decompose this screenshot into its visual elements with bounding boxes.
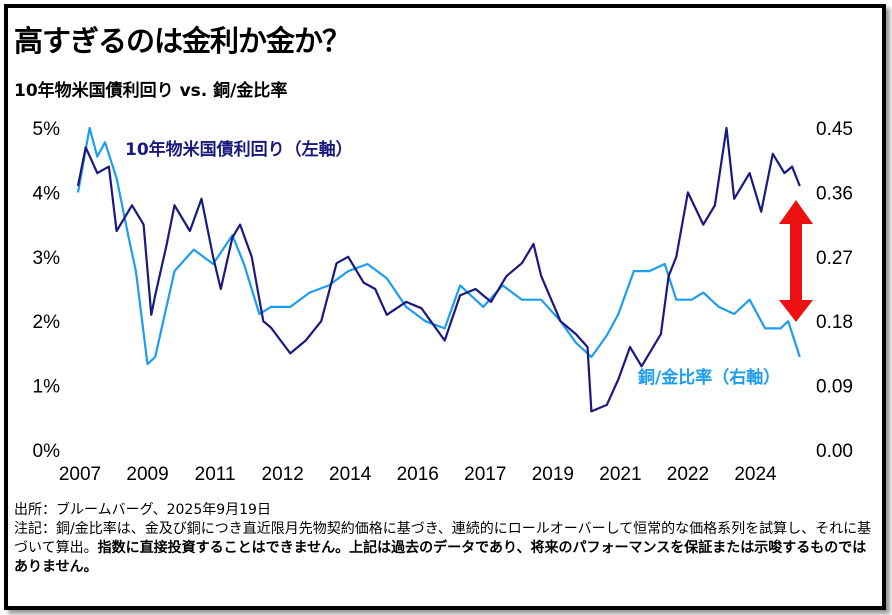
x-tick-label: 2012: [262, 464, 304, 485]
y-left-tick-label: 3%: [33, 248, 61, 269]
y-right-tick-label: 0.00: [816, 441, 853, 462]
x-tick-label: 2017: [464, 464, 506, 485]
red-double-arrow-icon: [779, 200, 813, 322]
annotation-ratio-label: 銅/金比率（右軸）: [638, 367, 780, 388]
x-tick-label: 2009: [126, 464, 168, 485]
y-left-tick-label: 2%: [33, 312, 61, 333]
x-tick-label: 2007: [59, 464, 101, 485]
yield-series-line: [76, 126, 801, 413]
source-note: 出所：ブルームバーグ、2025年9月19日: [14, 502, 271, 518]
chart-subtitle: 10年物米国債利回り vs. 銅/金比率: [14, 81, 288, 101]
footnotes: 出所：ブルームバーグ、2025年9月19日 注記：銅/金比率は、金及び銅につき直…: [14, 501, 874, 577]
x-tick-label: 2019: [532, 464, 574, 485]
y-left-tick-label: 5%: [33, 119, 61, 140]
page-title: 高すぎるのは金利か金か？: [14, 24, 351, 58]
y-right-tick-label: 0.36: [816, 183, 853, 204]
y-right-tick-label: 0.18: [816, 312, 853, 333]
x-tick-label: 2011: [195, 464, 236, 485]
y-left-tick-label: 4%: [33, 183, 61, 204]
x-tick-label: 2016: [397, 464, 439, 485]
y-right-tick-label: 0.09: [816, 377, 853, 398]
x-tick-label: 2014: [329, 464, 372, 485]
y-right-tick-label: 0.45: [816, 119, 853, 140]
y-right-tick-label: 0.27: [816, 248, 853, 269]
y-left-tick-label: 0%: [33, 441, 61, 462]
y-left-tick-label: 1%: [33, 377, 61, 398]
x-tick-label: 2024: [734, 464, 777, 485]
methodology-note: 注記：銅/金比率は、金及び銅につき直近限月先物契約価格に基づき、連続的にロールオ…: [14, 521, 872, 556]
copper-gold-ratio-series-line: [76, 126, 801, 366]
disclaimer-note: 指数に直接投資することはできません。上記は過去のデータであり、将来のパフォーマン…: [14, 540, 867, 575]
annotation-yield-label: 10年物米国債利回り（左軸）: [125, 139, 353, 160]
x-tick-label: 2021: [599, 464, 641, 485]
x-tick-label: 2022: [667, 464, 709, 485]
